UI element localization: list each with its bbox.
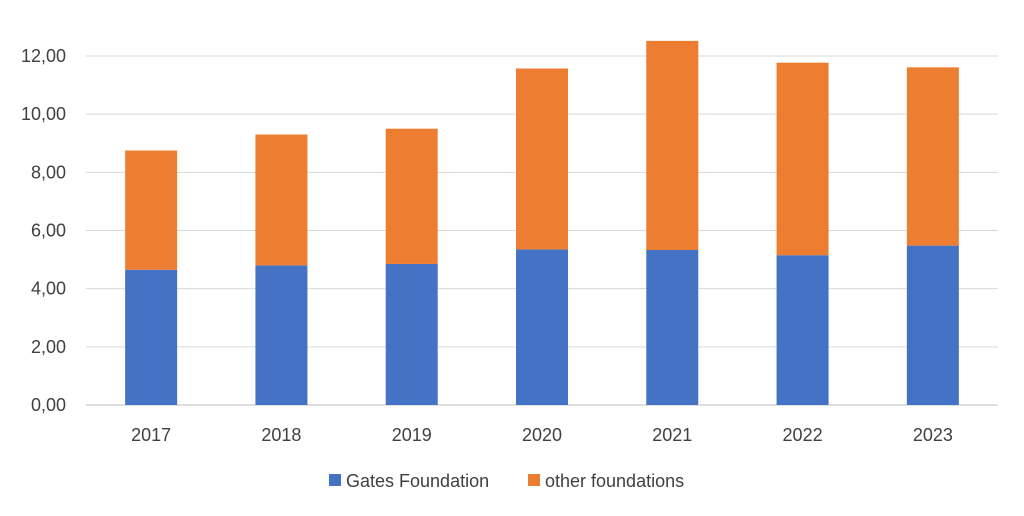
x-tick-label: 2019 [392, 425, 432, 445]
y-axis: 0,00 2,00 4,00 6,00 8,00 10,00 12,00 [21, 46, 66, 415]
y-tick-label: 0,00 [31, 395, 66, 415]
bar-gates-foundation-2018 [255, 265, 308, 405]
bar-other-foundations-2023 [906, 67, 959, 246]
legend: Gates Foundation other foundations [329, 471, 684, 491]
bar-gates-foundation-2022 [776, 255, 829, 405]
bar-gates-foundation-2020 [516, 249, 568, 405]
bars [125, 40, 959, 405]
legend-swatch-other-foundations [528, 474, 540, 486]
y-tick-label: 8,00 [31, 162, 66, 182]
x-tick-label: 2018 [261, 425, 301, 445]
bar-other-foundations-2019 [385, 128, 438, 264]
bar-other-foundations-2020 [516, 68, 568, 250]
y-tick-label: 12,00 [21, 46, 66, 66]
x-tick-label: 2022 [783, 425, 823, 445]
bar-gates-foundation-2019 [385, 263, 438, 405]
y-tick-label: 4,00 [31, 279, 66, 299]
bar-gates-foundation-2021 [646, 249, 699, 405]
bar-gates-foundation-2017 [125, 269, 178, 405]
bar-gates-foundation-2023 [906, 245, 959, 405]
x-tick-label: 2020 [522, 425, 562, 445]
x-axis: 2017 2018 2019 2020 2021 2022 2023 [131, 425, 953, 445]
x-tick-label: 2023 [913, 425, 953, 445]
bar-other-foundations-2021 [646, 40, 699, 250]
x-tick-label: 2017 [131, 425, 171, 445]
legend-label-other-foundations: other foundations [545, 471, 684, 491]
x-tick-label: 2021 [652, 425, 692, 445]
bar-other-foundations-2018 [255, 134, 308, 266]
bar-other-foundations-2017 [125, 150, 178, 270]
y-tick-label: 10,00 [21, 104, 66, 124]
y-tick-label: 2,00 [31, 337, 66, 357]
legend-swatch-gates-foundation [329, 474, 341, 486]
legend-label-gates-foundation: Gates Foundation [346, 471, 489, 491]
bar-other-foundations-2022 [776, 62, 829, 256]
y-tick-label: 6,00 [31, 221, 66, 241]
